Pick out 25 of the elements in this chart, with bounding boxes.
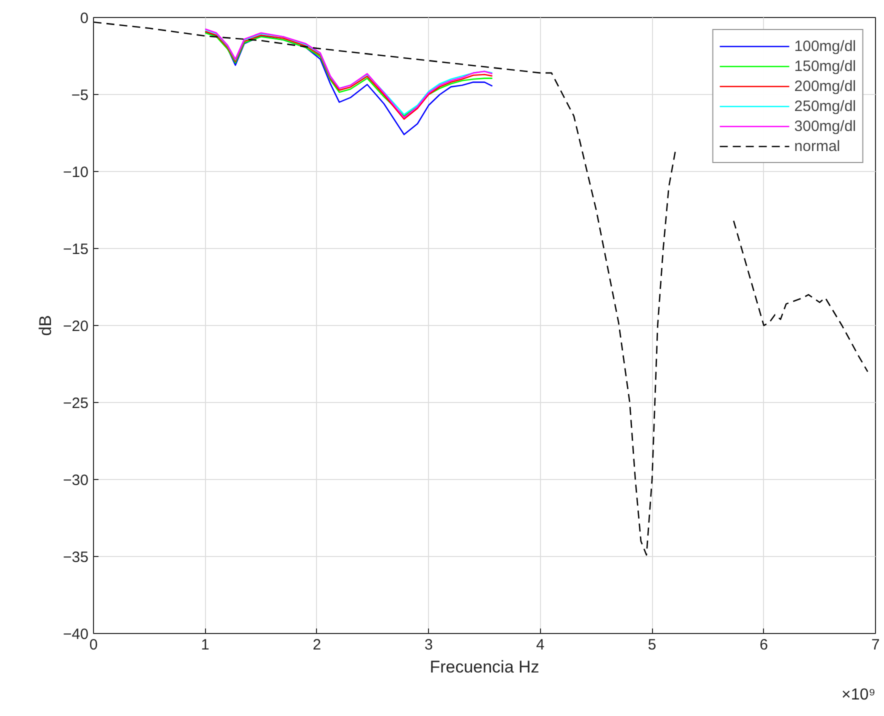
y-tick-label: −30 (63, 472, 89, 489)
x-axis-title: Frecuencia Hz (430, 658, 540, 676)
legend-label: 100mg/dl (794, 37, 856, 55)
y-tick-label: −15 (63, 241, 89, 258)
legend-label: 300mg/dl (794, 117, 856, 135)
x-tick-label: 6 (760, 636, 768, 654)
x-tick-label: 7 (871, 636, 880, 654)
x-tick-label: 3 (424, 636, 433, 654)
x-tick-label: 4 (536, 636, 545, 654)
y-tick-label: −25 (63, 395, 89, 412)
y-axis-title: dB (36, 315, 56, 336)
legend-label: normal (794, 137, 840, 155)
text: ×10⁹ (842, 686, 876, 704)
legend-label: 150mg/dl (794, 57, 856, 75)
y-tick-label: −40 (63, 626, 89, 643)
legend-label: 250mg/dl (794, 97, 856, 115)
x-tick-label: 1 (201, 636, 210, 654)
x-tick-label: 5 (648, 636, 656, 654)
y-tick-label: −35 (63, 549, 89, 566)
y-tick-label: −20 (63, 318, 89, 335)
x-tick-label: 2 (312, 636, 322, 654)
y-tick-label: −10 (63, 164, 89, 181)
legend-label: 200mg/dl (794, 77, 856, 95)
y-tick-label: −5 (71, 87, 89, 104)
y-tick-label: 0 (80, 10, 88, 27)
